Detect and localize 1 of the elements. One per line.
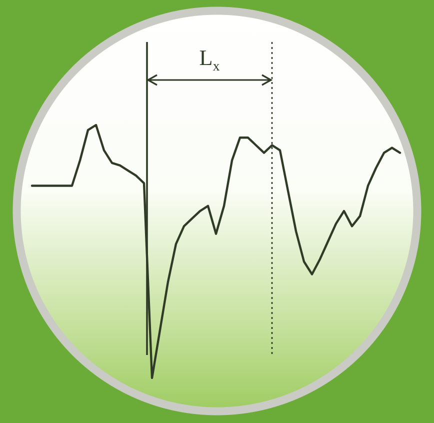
text: L$_{x}$ <box>199 45 220 76</box>
